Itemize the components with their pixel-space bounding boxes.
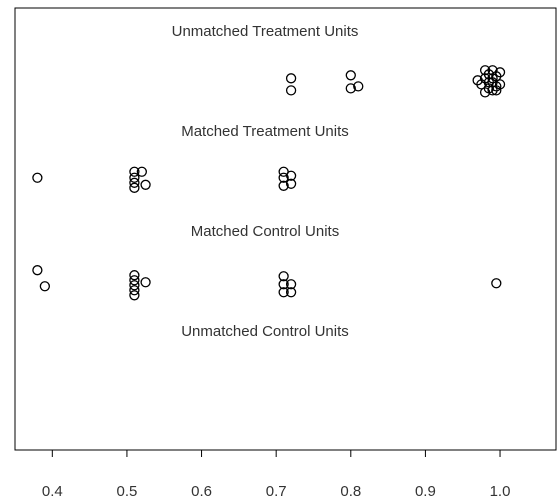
group-label: Matched Control Units (191, 223, 339, 240)
point (32, 265, 43, 276)
point (479, 87, 491, 98)
point (285, 73, 297, 84)
point (129, 172, 140, 183)
point (136, 166, 148, 177)
point (285, 279, 297, 290)
point (278, 180, 289, 191)
point (129, 290, 140, 301)
x-tick-label: 0.6 (191, 483, 212, 500)
point (129, 166, 140, 177)
group-label: Unmatched Treatment Units (172, 23, 359, 40)
point (129, 182, 140, 193)
point (345, 83, 356, 94)
point (140, 179, 151, 190)
point (278, 172, 289, 183)
point (278, 287, 289, 298)
point (285, 170, 297, 181)
point (129, 177, 140, 188)
point (494, 67, 506, 78)
point (353, 81, 364, 92)
plot-frame (14, 7, 557, 451)
x-tick-label: 0.9 (415, 483, 436, 500)
point (129, 275, 140, 286)
group-label: Unmatched Control Units (181, 323, 349, 340)
point (278, 279, 289, 290)
point (278, 271, 289, 282)
x-tick-label: 0.7 (266, 483, 287, 500)
point (345, 70, 356, 81)
group-label: Matched Treatment Units (181, 123, 349, 140)
point (129, 270, 140, 281)
x-tick-label: 0.5 (117, 483, 138, 500)
point (285, 178, 297, 189)
point (32, 172, 43, 183)
point (39, 281, 50, 292)
x-tick-label: 1.0 (490, 483, 511, 500)
x-tick-label: 0.4 (42, 483, 63, 500)
point (285, 85, 297, 96)
point (491, 85, 502, 96)
point (129, 280, 140, 291)
point (285, 287, 297, 298)
point (129, 285, 140, 296)
point (491, 278, 502, 289)
x-tick-label: 0.8 (340, 483, 361, 500)
point (140, 277, 151, 288)
point (483, 77, 494, 88)
